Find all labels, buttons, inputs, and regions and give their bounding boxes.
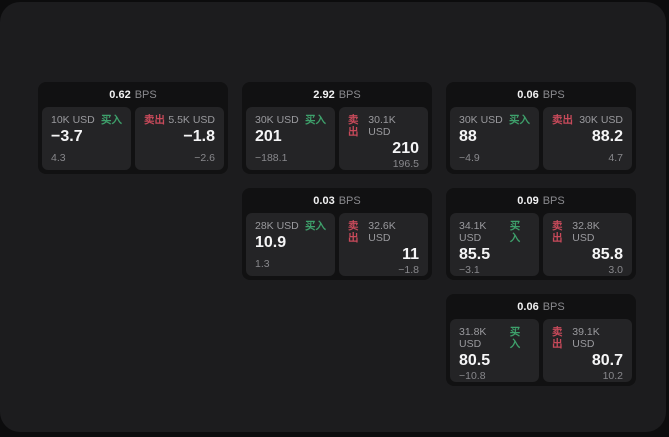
buy-quote-panel[interactable]: 34.1K USD 买入 85.5 −3.1 [450, 213, 539, 276]
sell-notional: 32.6K USD [368, 220, 396, 244]
buy-delta: −10.8 [459, 370, 486, 382]
quote-card: 0.06 BPS 30K USD 买入 88 −4.9 卖出 30K USD 8… [446, 82, 636, 174]
sell-delta: 196.5 [392, 158, 419, 170]
bps-unit-label: BPS [542, 88, 565, 101]
buy-notional: 30K USD [459, 114, 503, 126]
bps-value: 2.92 [313, 88, 335, 101]
buy-quote-panel[interactable]: 28K USD 买入 10.9 1.3 [246, 213, 335, 276]
sell-quote-panel[interactable]: 卖出 32.6K USD 11 −1.8 [339, 213, 428, 276]
sell-quote-panel[interactable]: 卖出 32.8K USD 85.8 3.0 [543, 213, 632, 276]
buy-quote-panel[interactable]: 31.8K USD 买入 80.5 −10.8 [450, 319, 539, 382]
card-header: 0.06 BPS [446, 82, 636, 107]
sell-price: 80.7 [591, 352, 623, 369]
sell-tag: 卖出 [552, 326, 563, 350]
buy-quote-panel[interactable]: 30K USD 买入 88 −4.9 [450, 107, 539, 170]
buy-tag: 买入 [509, 220, 521, 244]
sell-quote-panel[interactable]: 卖出 30.1K USD 210 196.5 [339, 107, 428, 170]
buy-quote-panel[interactable]: 10K USD 买入 −3.7 4.3 [42, 107, 131, 170]
buy-price: −3.7 [51, 128, 83, 145]
bps-unit-label: BPS [542, 300, 565, 313]
sell-delta: −2.6 [194, 152, 215, 164]
card-body: 30K USD 买入 88 −4.9 卖出 30K USD 88.2 4.7 [446, 107, 636, 174]
buy-quote-panel[interactable]: 30K USD 买入 201 −188.1 [246, 107, 335, 170]
bps-value: 0.06 [517, 88, 539, 101]
buy-price: 88 [459, 128, 477, 145]
buy-tag: 买入 [509, 326, 521, 350]
buy-tag: 买入 [101, 114, 122, 126]
card-header: 2.92 BPS [242, 82, 432, 107]
sell-tag: 卖出 [552, 114, 573, 126]
sell-price: 210 [392, 140, 419, 157]
sell-notional: 39.1K USD [572, 326, 600, 350]
buy-notional: 10K USD [51, 114, 95, 126]
sell-notional: 5.5K USD [168, 114, 215, 126]
sell-notional: 32.8K USD [572, 220, 600, 244]
quote-card: 0.03 BPS 28K USD 买入 10.9 1.3 卖出 32.6K US… [242, 188, 432, 280]
card-header: 0.62 BPS [38, 82, 228, 107]
card-header: 0.09 BPS [446, 188, 636, 213]
sell-tag: 卖出 [348, 114, 359, 138]
sell-price: 11 [402, 246, 419, 263]
card-body: 28K USD 买入 10.9 1.3 卖出 32.6K USD 11 −1.8 [242, 213, 432, 280]
sell-tag: 卖出 [552, 220, 563, 244]
sell-price: 85.8 [591, 246, 623, 263]
quote-card: 0.06 BPS 31.8K USD 买入 80.5 −10.8 卖出 39.1… [446, 294, 636, 386]
buy-price: 85.5 [459, 246, 491, 263]
sell-quote-panel[interactable]: 卖出 30K USD 88.2 4.7 [543, 107, 632, 170]
card-body: 34.1K USD 买入 85.5 −3.1 卖出 32.8K USD 85.8… [446, 213, 636, 280]
bps-value: 0.62 [109, 88, 131, 101]
bps-unit-label: BPS [338, 194, 361, 207]
buy-delta: −3.1 [459, 264, 480, 276]
sell-notional: 30K USD [579, 114, 623, 126]
buy-notional: 34.1K USD [459, 220, 487, 244]
quote-card: 0.09 BPS 34.1K USD 买入 85.5 −3.1 卖出 32.8K… [446, 188, 636, 280]
buy-notional: 31.8K USD [459, 326, 487, 350]
buy-delta: −188.1 [255, 152, 288, 164]
bps-unit-label: BPS [542, 194, 565, 207]
sell-delta: 3.0 [608, 264, 623, 276]
sell-quote-panel[interactable]: 卖出 39.1K USD 80.7 10.2 [543, 319, 632, 382]
card-body: 10K USD 买入 −3.7 4.3 卖出 5.5K USD −1.8 −2.… [38, 107, 228, 174]
bps-unit-label: BPS [134, 88, 157, 101]
buy-tag: 买入 [305, 220, 326, 232]
sell-quote-panel[interactable]: 卖出 5.5K USD −1.8 −2.6 [135, 107, 224, 170]
quotes-panel: 0.62 BPS 10K USD 买入 −3.7 4.3 卖出 5.5K USD… [0, 2, 666, 432]
card-header: 0.03 BPS [242, 188, 432, 213]
buy-price: 80.5 [459, 352, 491, 369]
sell-tag: 卖出 [348, 220, 359, 244]
sell-delta: 10.2 [602, 370, 623, 382]
sell-notional: 30.1K USD [368, 114, 396, 138]
quote-card: 2.92 BPS 30K USD 买入 201 −188.1 卖出 30.1K … [242, 82, 432, 174]
bps-unit-label: BPS [338, 88, 361, 101]
quote-card: 0.62 BPS 10K USD 买入 −3.7 4.3 卖出 5.5K USD… [38, 82, 228, 174]
sell-delta: 4.7 [608, 152, 623, 164]
bps-value: 0.09 [517, 194, 539, 207]
sell-tag: 卖出 [144, 114, 165, 126]
buy-delta: 1.3 [255, 258, 270, 270]
buy-notional: 28K USD [255, 220, 299, 232]
buy-delta: 4.3 [51, 152, 66, 164]
buy-delta: −4.9 [459, 152, 480, 164]
bps-value: 0.06 [517, 300, 539, 313]
card-body: 31.8K USD 买入 80.5 −10.8 卖出 39.1K USD 80.… [446, 319, 636, 386]
sell-price: 88.2 [591, 128, 623, 145]
sell-delta: −1.8 [398, 264, 419, 276]
buy-price: 201 [255, 128, 282, 145]
buy-tag: 买入 [509, 114, 530, 126]
buy-price: 10.9 [255, 234, 287, 251]
buy-notional: 30K USD [255, 114, 299, 126]
card-header: 0.06 BPS [446, 294, 636, 319]
sell-price: −1.8 [183, 128, 215, 145]
buy-tag: 买入 [305, 114, 326, 126]
bps-value: 0.03 [313, 194, 335, 207]
card-body: 30K USD 买入 201 −188.1 卖出 30.1K USD 210 1… [242, 107, 432, 174]
